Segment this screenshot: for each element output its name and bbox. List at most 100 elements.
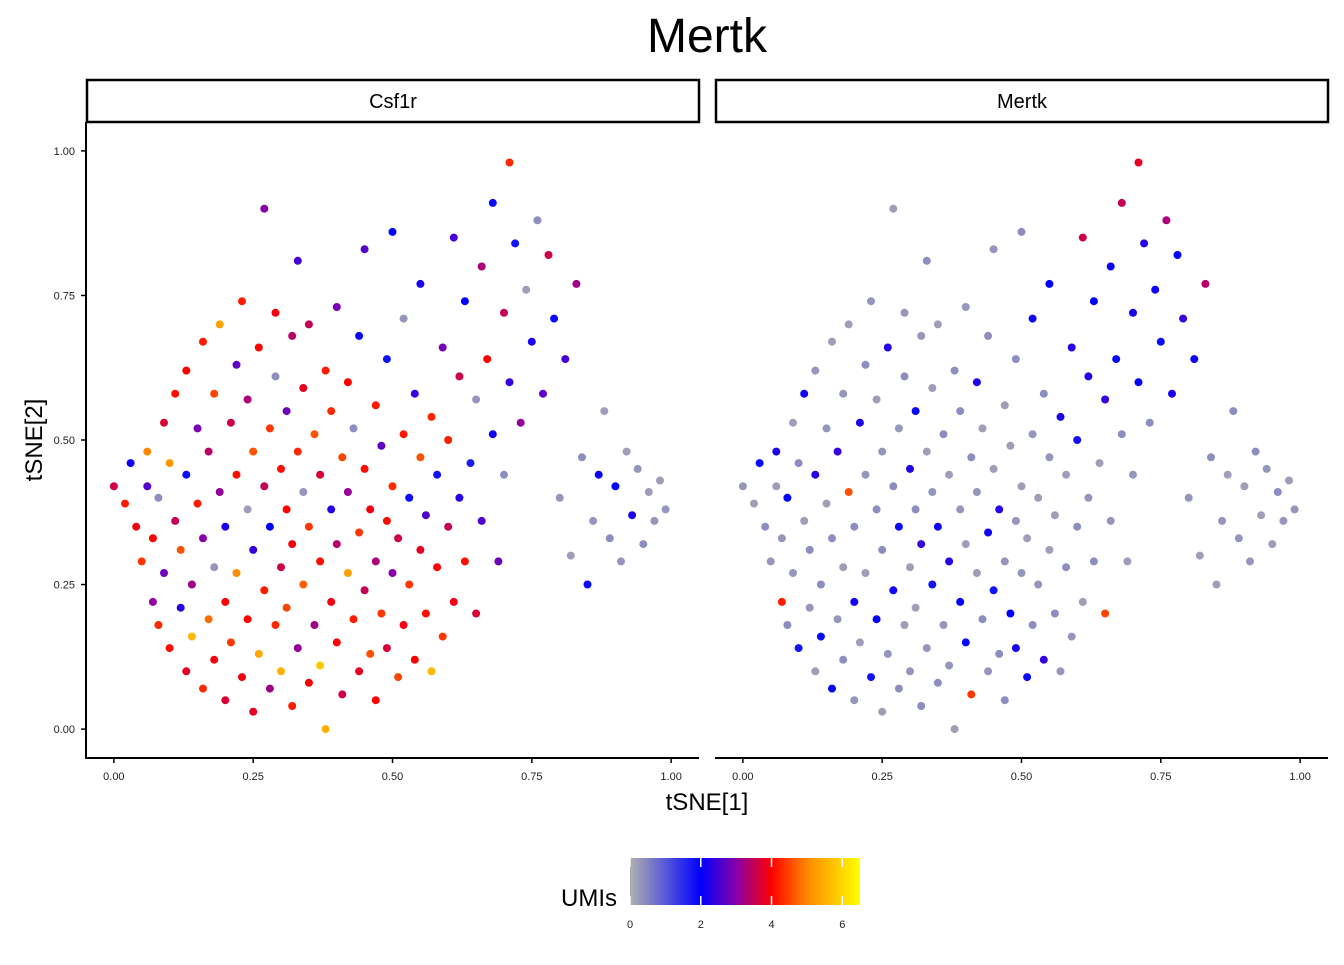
x-tick-label: 1.00 — [1289, 771, 1310, 783]
data-point — [961, 638, 970, 647]
data-point — [388, 569, 397, 577]
data-point — [900, 372, 909, 381]
data-point — [1023, 673, 1032, 682]
data-point — [1212, 580, 1221, 589]
data-point — [360, 586, 369, 595]
data-point — [906, 667, 914, 676]
data-point — [828, 684, 836, 693]
data-point — [277, 667, 285, 676]
x-tick-label: 0.75 — [521, 771, 542, 783]
data-point — [232, 569, 241, 577]
data-point — [839, 655, 848, 664]
data-point — [366, 505, 375, 514]
data-point — [1050, 511, 1059, 520]
data-point — [249, 447, 258, 456]
data-point — [109, 482, 118, 491]
data-point — [1045, 545, 1054, 554]
data-point — [355, 667, 364, 676]
data-point — [143, 482, 152, 491]
data-point — [449, 597, 458, 606]
data-point — [1134, 378, 1143, 387]
data-point — [349, 424, 358, 433]
strip-label-mertk: Mertk — [997, 91, 1048, 113]
data-point — [1117, 198, 1126, 207]
data-point — [1184, 493, 1193, 502]
data-point — [505, 378, 514, 387]
x-ticks-mertk: 0.00 0.25 0.50 0.75 1.00 — [732, 758, 1311, 783]
data-point — [154, 621, 163, 629]
data-point — [516, 418, 525, 427]
data-point — [1045, 453, 1054, 462]
strip-csf1r — [85, 78, 701, 124]
data-point — [1084, 372, 1093, 381]
data-point — [299, 384, 308, 392]
data-point — [883, 649, 892, 658]
data-point — [1223, 470, 1232, 479]
data-point — [148, 597, 157, 606]
data-point — [1067, 343, 1076, 352]
data-point — [900, 621, 909, 629]
y-tick-label: 1.00 — [54, 146, 75, 158]
data-point — [210, 655, 219, 664]
data-point — [427, 412, 436, 421]
data-point — [572, 279, 581, 288]
data-point — [889, 586, 898, 595]
data-point — [766, 557, 775, 566]
data-point — [922, 447, 931, 456]
data-point — [310, 621, 319, 629]
data-point — [633, 464, 642, 473]
data-point — [761, 522, 770, 531]
data-point — [539, 389, 547, 398]
data-point — [500, 308, 508, 317]
data-point — [1028, 430, 1037, 439]
data-point — [1000, 696, 1009, 705]
data-point — [772, 482, 781, 491]
data-point — [1229, 407, 1238, 416]
data-point — [1285, 476, 1293, 485]
data-point — [349, 615, 358, 624]
data-point — [377, 441, 386, 450]
data-point — [1017, 227, 1026, 236]
data-point — [388, 227, 397, 236]
data-point — [950, 725, 959, 734]
data-point — [399, 621, 408, 629]
data-point — [1056, 667, 1065, 676]
data-point — [226, 638, 235, 647]
data-point — [1017, 569, 1026, 577]
data-point — [260, 586, 269, 595]
data-point — [360, 245, 369, 254]
data-point — [265, 424, 274, 433]
data-point — [984, 667, 993, 676]
panel-csf1r: Csf1r 0.00 0.25 0.50 0.75 1.00 0.000.250.500… — [54, 78, 701, 783]
data-point — [371, 557, 380, 566]
data-point — [254, 649, 263, 658]
y-ticks: 0.00 0.25 0.50 0.75 1.00 — [54, 146, 86, 736]
data-point — [193, 499, 202, 508]
data-point — [933, 678, 942, 687]
data-point — [1089, 297, 1098, 306]
data-point — [444, 436, 453, 444]
data-point — [1162, 216, 1171, 225]
data-point — [288, 540, 297, 549]
data-point — [421, 609, 430, 618]
data-point — [204, 447, 213, 456]
data-point — [1168, 389, 1176, 398]
data-point — [160, 569, 168, 577]
data-point — [811, 470, 820, 479]
legend-tick-label: 6 — [839, 919, 845, 931]
data-point — [861, 470, 870, 479]
data-point — [861, 569, 870, 577]
legend-tick-label: 2 — [698, 919, 704, 931]
data-point — [143, 447, 152, 456]
data-point — [1190, 355, 1199, 364]
data-point — [1201, 279, 1210, 288]
data-point — [533, 216, 542, 225]
data-point — [1101, 395, 1110, 404]
data-point — [165, 644, 174, 653]
data-point — [405, 493, 414, 502]
data-point — [343, 378, 352, 387]
data-point — [1023, 534, 1032, 543]
data-point — [894, 424, 903, 433]
data-point — [277, 563, 285, 572]
